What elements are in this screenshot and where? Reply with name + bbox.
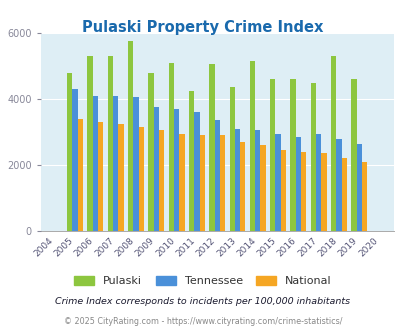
Bar: [295, 137, 301, 231]
Bar: [199, 135, 205, 231]
Text: Crime Index corresponds to incidents per 100,000 inhabitants: Crime Index corresponds to incidents per…: [55, 297, 350, 307]
Bar: [240, 142, 245, 231]
Bar: [249, 61, 255, 231]
Bar: [270, 79, 275, 231]
Bar: [280, 150, 285, 231]
Bar: [209, 64, 214, 231]
Text: Pulaski Property Crime Index: Pulaski Property Crime Index: [82, 20, 323, 35]
Bar: [92, 96, 98, 231]
Bar: [330, 56, 336, 231]
Bar: [158, 130, 164, 231]
Bar: [214, 120, 220, 231]
Bar: [133, 97, 138, 231]
Bar: [98, 122, 103, 231]
Bar: [310, 82, 315, 231]
Bar: [229, 87, 234, 231]
Bar: [356, 144, 361, 231]
Bar: [351, 79, 356, 231]
Bar: [260, 145, 265, 231]
Bar: [148, 73, 153, 231]
Bar: [315, 134, 321, 231]
Bar: [138, 127, 143, 231]
Bar: [153, 107, 159, 231]
Bar: [168, 63, 173, 231]
Bar: [300, 152, 305, 231]
Text: © 2025 CityRating.com - https://www.cityrating.com/crime-statistics/: © 2025 CityRating.com - https://www.city…: [64, 317, 341, 326]
Bar: [321, 153, 326, 231]
Bar: [234, 129, 239, 231]
Bar: [118, 124, 123, 231]
Bar: [67, 73, 72, 231]
Bar: [189, 91, 194, 231]
Bar: [179, 134, 184, 231]
Bar: [290, 79, 295, 231]
Legend: Pulaski, Tennessee, National: Pulaski, Tennessee, National: [70, 271, 335, 290]
Bar: [113, 96, 118, 231]
Bar: [194, 112, 199, 231]
Bar: [275, 134, 280, 231]
Bar: [335, 139, 341, 231]
Bar: [220, 135, 224, 231]
Bar: [77, 119, 83, 231]
Bar: [173, 109, 179, 231]
Bar: [254, 130, 260, 231]
Bar: [341, 158, 346, 231]
Bar: [108, 56, 113, 231]
Bar: [361, 162, 367, 231]
Bar: [87, 56, 92, 231]
Bar: [72, 89, 77, 231]
Bar: [128, 41, 133, 231]
